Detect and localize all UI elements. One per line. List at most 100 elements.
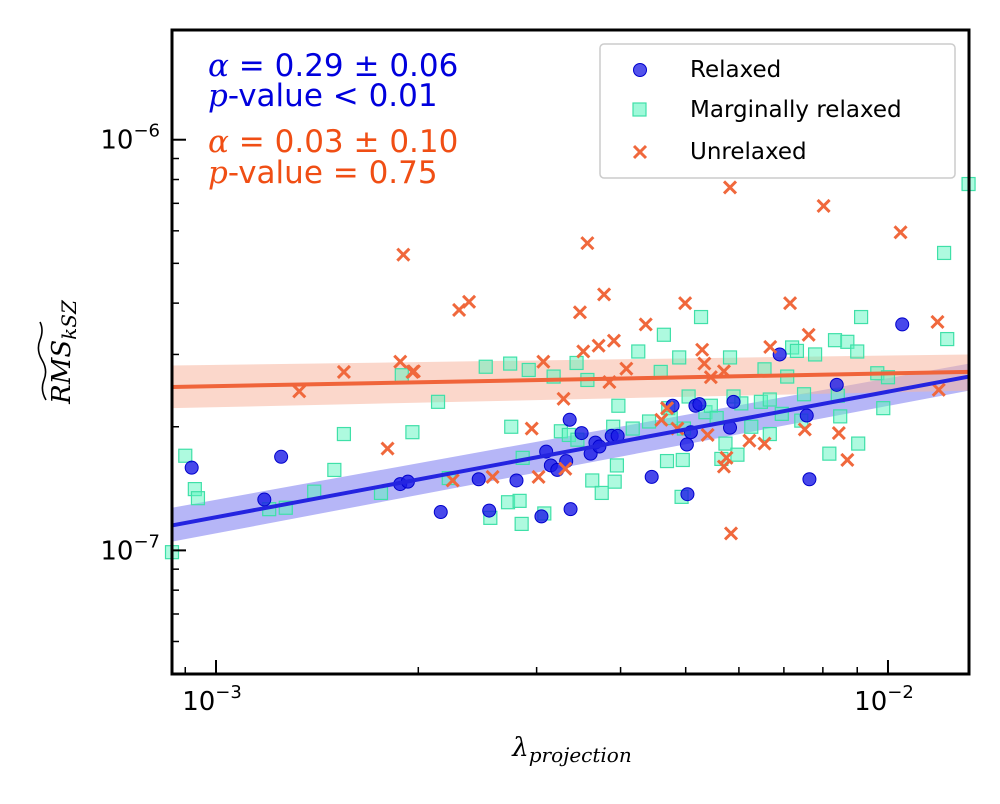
annotation-relaxed-pvalue: p-value < 0.01 bbox=[208, 78, 438, 114]
point-unrelaxed bbox=[558, 461, 573, 476]
legend-marker-relaxed bbox=[633, 63, 647, 77]
legend-marker-marginally-relaxed bbox=[632, 102, 647, 117]
fit-line-relaxed bbox=[171, 374, 970, 528]
point-unrelaxed bbox=[597, 287, 612, 302]
point-unrelaxed bbox=[576, 344, 591, 359]
point-marginally-relaxed bbox=[744, 419, 759, 434]
point-relaxed bbox=[679, 437, 694, 452]
point-marginally-relaxed bbox=[796, 387, 812, 402]
point-unrelaxed bbox=[580, 236, 595, 251]
point-unrelaxed bbox=[462, 294, 477, 309]
y-axis-label-main: RMS bbox=[47, 340, 77, 405]
y-axis-label: RMSkSZ bbox=[47, 299, 81, 405]
point-marginally-relaxed bbox=[822, 446, 837, 461]
point-marginally-relaxed bbox=[607, 474, 622, 489]
x-tick-label: 10−3 bbox=[182, 682, 242, 717]
point-marginally-relaxed bbox=[851, 436, 866, 451]
point-marginally-relaxed bbox=[585, 473, 600, 488]
point-unrelaxed bbox=[700, 427, 715, 443]
point-unrelaxed bbox=[380, 441, 395, 456]
point-marginally-relaxed bbox=[405, 425, 420, 440]
point-marginally-relaxed bbox=[625, 421, 640, 436]
point-marginally-relaxed bbox=[675, 452, 690, 468]
point-marginally-relaxed bbox=[327, 462, 342, 478]
point-marginally-relaxed bbox=[833, 409, 848, 424]
point-unrelaxed bbox=[831, 426, 846, 441]
point-unrelaxed bbox=[695, 342, 710, 357]
point-marginally-relaxed bbox=[609, 458, 625, 473]
point-unrelaxed bbox=[591, 338, 606, 353]
point-relaxed bbox=[562, 412, 577, 427]
point-unrelaxed bbox=[797, 422, 812, 437]
axis-ticks: 10−3 10−2 10−7 10−6 bbox=[100, 121, 913, 717]
annotation-unrelaxed: α = 0.03 ± 0.10 p-value = 0.75 bbox=[208, 124, 458, 191]
point-unrelaxed bbox=[638, 317, 653, 332]
point-relaxed bbox=[692, 397, 707, 412]
point-unrelaxed bbox=[406, 364, 421, 379]
point-relaxed bbox=[184, 460, 199, 475]
y-tick-label: 10−7 bbox=[100, 531, 160, 566]
point-relaxed bbox=[274, 449, 289, 464]
point-relaxed bbox=[433, 505, 448, 520]
point-marginally-relaxed bbox=[762, 426, 777, 442]
point-marginally-relaxed bbox=[850, 344, 865, 359]
point-relaxed bbox=[895, 317, 910, 332]
point-unrelaxed bbox=[445, 473, 460, 488]
point-marginally-relaxed bbox=[807, 347, 823, 362]
point-marginally-relaxed bbox=[178, 448, 193, 463]
point-relaxed bbox=[799, 408, 814, 423]
point-marginally-relaxed bbox=[672, 350, 687, 365]
x-axis-label-sub: projection bbox=[529, 743, 632, 767]
point-unrelaxed bbox=[723, 526, 739, 541]
point-marginally-relaxed bbox=[722, 350, 738, 365]
point-unrelaxed bbox=[396, 247, 411, 262]
point-unrelaxed bbox=[801, 327, 816, 342]
fit-line-unrelaxed bbox=[171, 369, 970, 389]
point-marginally-relaxed bbox=[569, 355, 584, 371]
point-unrelaxed bbox=[393, 354, 408, 369]
point-unrelaxed bbox=[524, 421, 539, 436]
point-marginally-relaxed bbox=[876, 401, 891, 416]
legend-label-relaxed: Relaxed bbox=[690, 57, 781, 83]
point-marginally-relaxed bbox=[762, 392, 777, 407]
annotation-relaxed-p-symbol: p bbox=[208, 78, 228, 114]
point-marginally-relaxed bbox=[336, 426, 352, 442]
point-marginally-relaxed bbox=[631, 344, 646, 359]
legend-label-unrelaxed: Unrelaxed bbox=[690, 139, 807, 165]
plot-frame bbox=[170, 28, 971, 676]
point-unrelaxed bbox=[619, 361, 634, 376]
point-unrelaxed bbox=[931, 382, 946, 397]
y-axis-label-group: RMSkSZ bbox=[37, 299, 81, 405]
y-axis-label-sub: kSZ bbox=[57, 299, 81, 340]
annotation-relaxed-alpha-value: = 0.29 ± 0.06 bbox=[229, 48, 458, 84]
point-marginally-relaxed bbox=[190, 491, 206, 506]
point-marginally-relaxed bbox=[512, 493, 527, 508]
point-marginally-relaxed bbox=[940, 331, 955, 347]
point-marginally-relaxed bbox=[681, 389, 696, 404]
point-unrelaxed bbox=[654, 412, 669, 427]
point-marginally-relaxed bbox=[853, 309, 869, 325]
point-unrelaxed bbox=[606, 333, 621, 348]
point-marginally-relaxed bbox=[659, 453, 675, 469]
x-axis-label-main: λ bbox=[511, 733, 528, 763]
point-relaxed bbox=[829, 377, 844, 392]
point-marginally-relaxed bbox=[936, 245, 952, 261]
annotation-relaxed-alpha-symbol: α bbox=[208, 48, 229, 84]
point-marginally-relaxed bbox=[827, 333, 843, 348]
x-tick-label: 10−2 bbox=[854, 682, 914, 717]
point-unrelaxed bbox=[556, 391, 571, 406]
point-marginally-relaxed bbox=[478, 359, 493, 374]
legend-label-marginally-relaxed: Marginally relaxed bbox=[690, 97, 902, 123]
point-marginally-relaxed bbox=[641, 414, 657, 429]
point-relaxed bbox=[563, 502, 578, 517]
point-relaxed bbox=[574, 426, 589, 441]
point-unrelaxed bbox=[840, 452, 855, 468]
point-marginally-relaxed bbox=[693, 309, 709, 325]
annotation-unrelaxed-p-symbol: p bbox=[208, 155, 228, 191]
annotation-relaxed-p-value: -value < 0.01 bbox=[228, 78, 438, 114]
annotation-unrelaxed-alpha: α = 0.03 ± 0.10 bbox=[208, 124, 458, 160]
y-tick-label: 10−6 bbox=[100, 121, 160, 156]
fit-lines bbox=[171, 369, 970, 528]
point-marginally-relaxed bbox=[594, 485, 609, 501]
